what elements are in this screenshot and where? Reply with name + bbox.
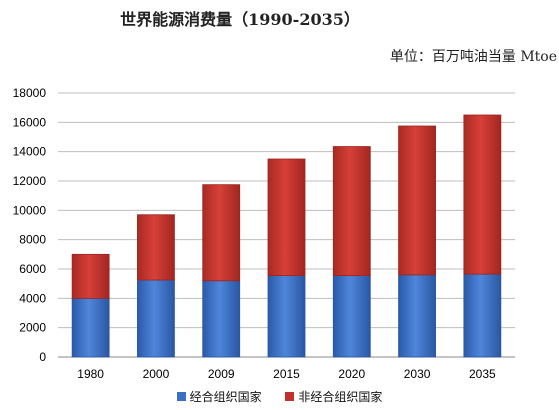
bar-non-oecd-2000 — [137, 214, 175, 281]
y-tick-label: 10000 — [13, 203, 47, 217]
x-tick-label: 2000 — [143, 367, 170, 381]
bar-non-oecd-2035 — [463, 114, 502, 275]
legend-item-oecd: 经合组织国家 — [176, 388, 262, 405]
y-tick-label: 4000 — [19, 291, 46, 305]
bar-oecd-2015 — [267, 275, 306, 358]
y-tick-label: 18000 — [13, 86, 47, 100]
y-tick-label: 14000 — [13, 145, 47, 159]
x-tick-label: 1980 — [77, 367, 104, 381]
x-tick-label: 2030 — [404, 367, 431, 381]
bar-non-oecd-2009 — [202, 184, 241, 282]
bar-non-oecd-2020 — [332, 146, 371, 277]
chart-title: 世界能源消费量（1990-2035） — [120, 10, 360, 29]
bar-non-oecd-2030 — [398, 125, 436, 276]
x-tick-label: 2015 — [273, 367, 300, 381]
legend-swatch-oecd — [176, 392, 186, 401]
y-tick-label: 8000 — [19, 233, 46, 247]
unit-label: 单位：百万吨油当量 Mtoe — [389, 49, 557, 65]
y-tick-label: 12000 — [13, 174, 47, 188]
legend: 经合组织国家 非经合组织国家 — [0, 388, 559, 405]
legend-label-non-oecd: 非经合组织国家 — [298, 390, 383, 404]
x-tick-label: 2020 — [338, 367, 365, 381]
bar-oecd-2020 — [332, 275, 371, 358]
bar-oecd-2009 — [202, 280, 241, 358]
y-tick-label: 2000 — [19, 321, 46, 335]
y-tick-label: 6000 — [19, 262, 46, 276]
bar-oecd-2000 — [137, 279, 175, 358]
bar-non-oecd-1980 — [71, 253, 110, 299]
bar-non-oecd-2015 — [267, 158, 306, 276]
x-tick-label: 2035 — [469, 367, 496, 381]
x-tick-label: 2009 — [208, 367, 235, 381]
y-tick-label: 0 — [39, 350, 46, 364]
bar-oecd-2035 — [463, 273, 502, 358]
y-tick-label: 16000 — [13, 115, 47, 129]
bar-oecd-1980 — [71, 297, 110, 358]
legend-item-non-oecd: 非经合组织国家 — [285, 388, 382, 405]
bar-oecd-2030 — [398, 274, 436, 358]
legend-label-oecd: 经合组织国家 — [189, 390, 262, 404]
legend-swatch-non-oecd — [285, 392, 295, 401]
